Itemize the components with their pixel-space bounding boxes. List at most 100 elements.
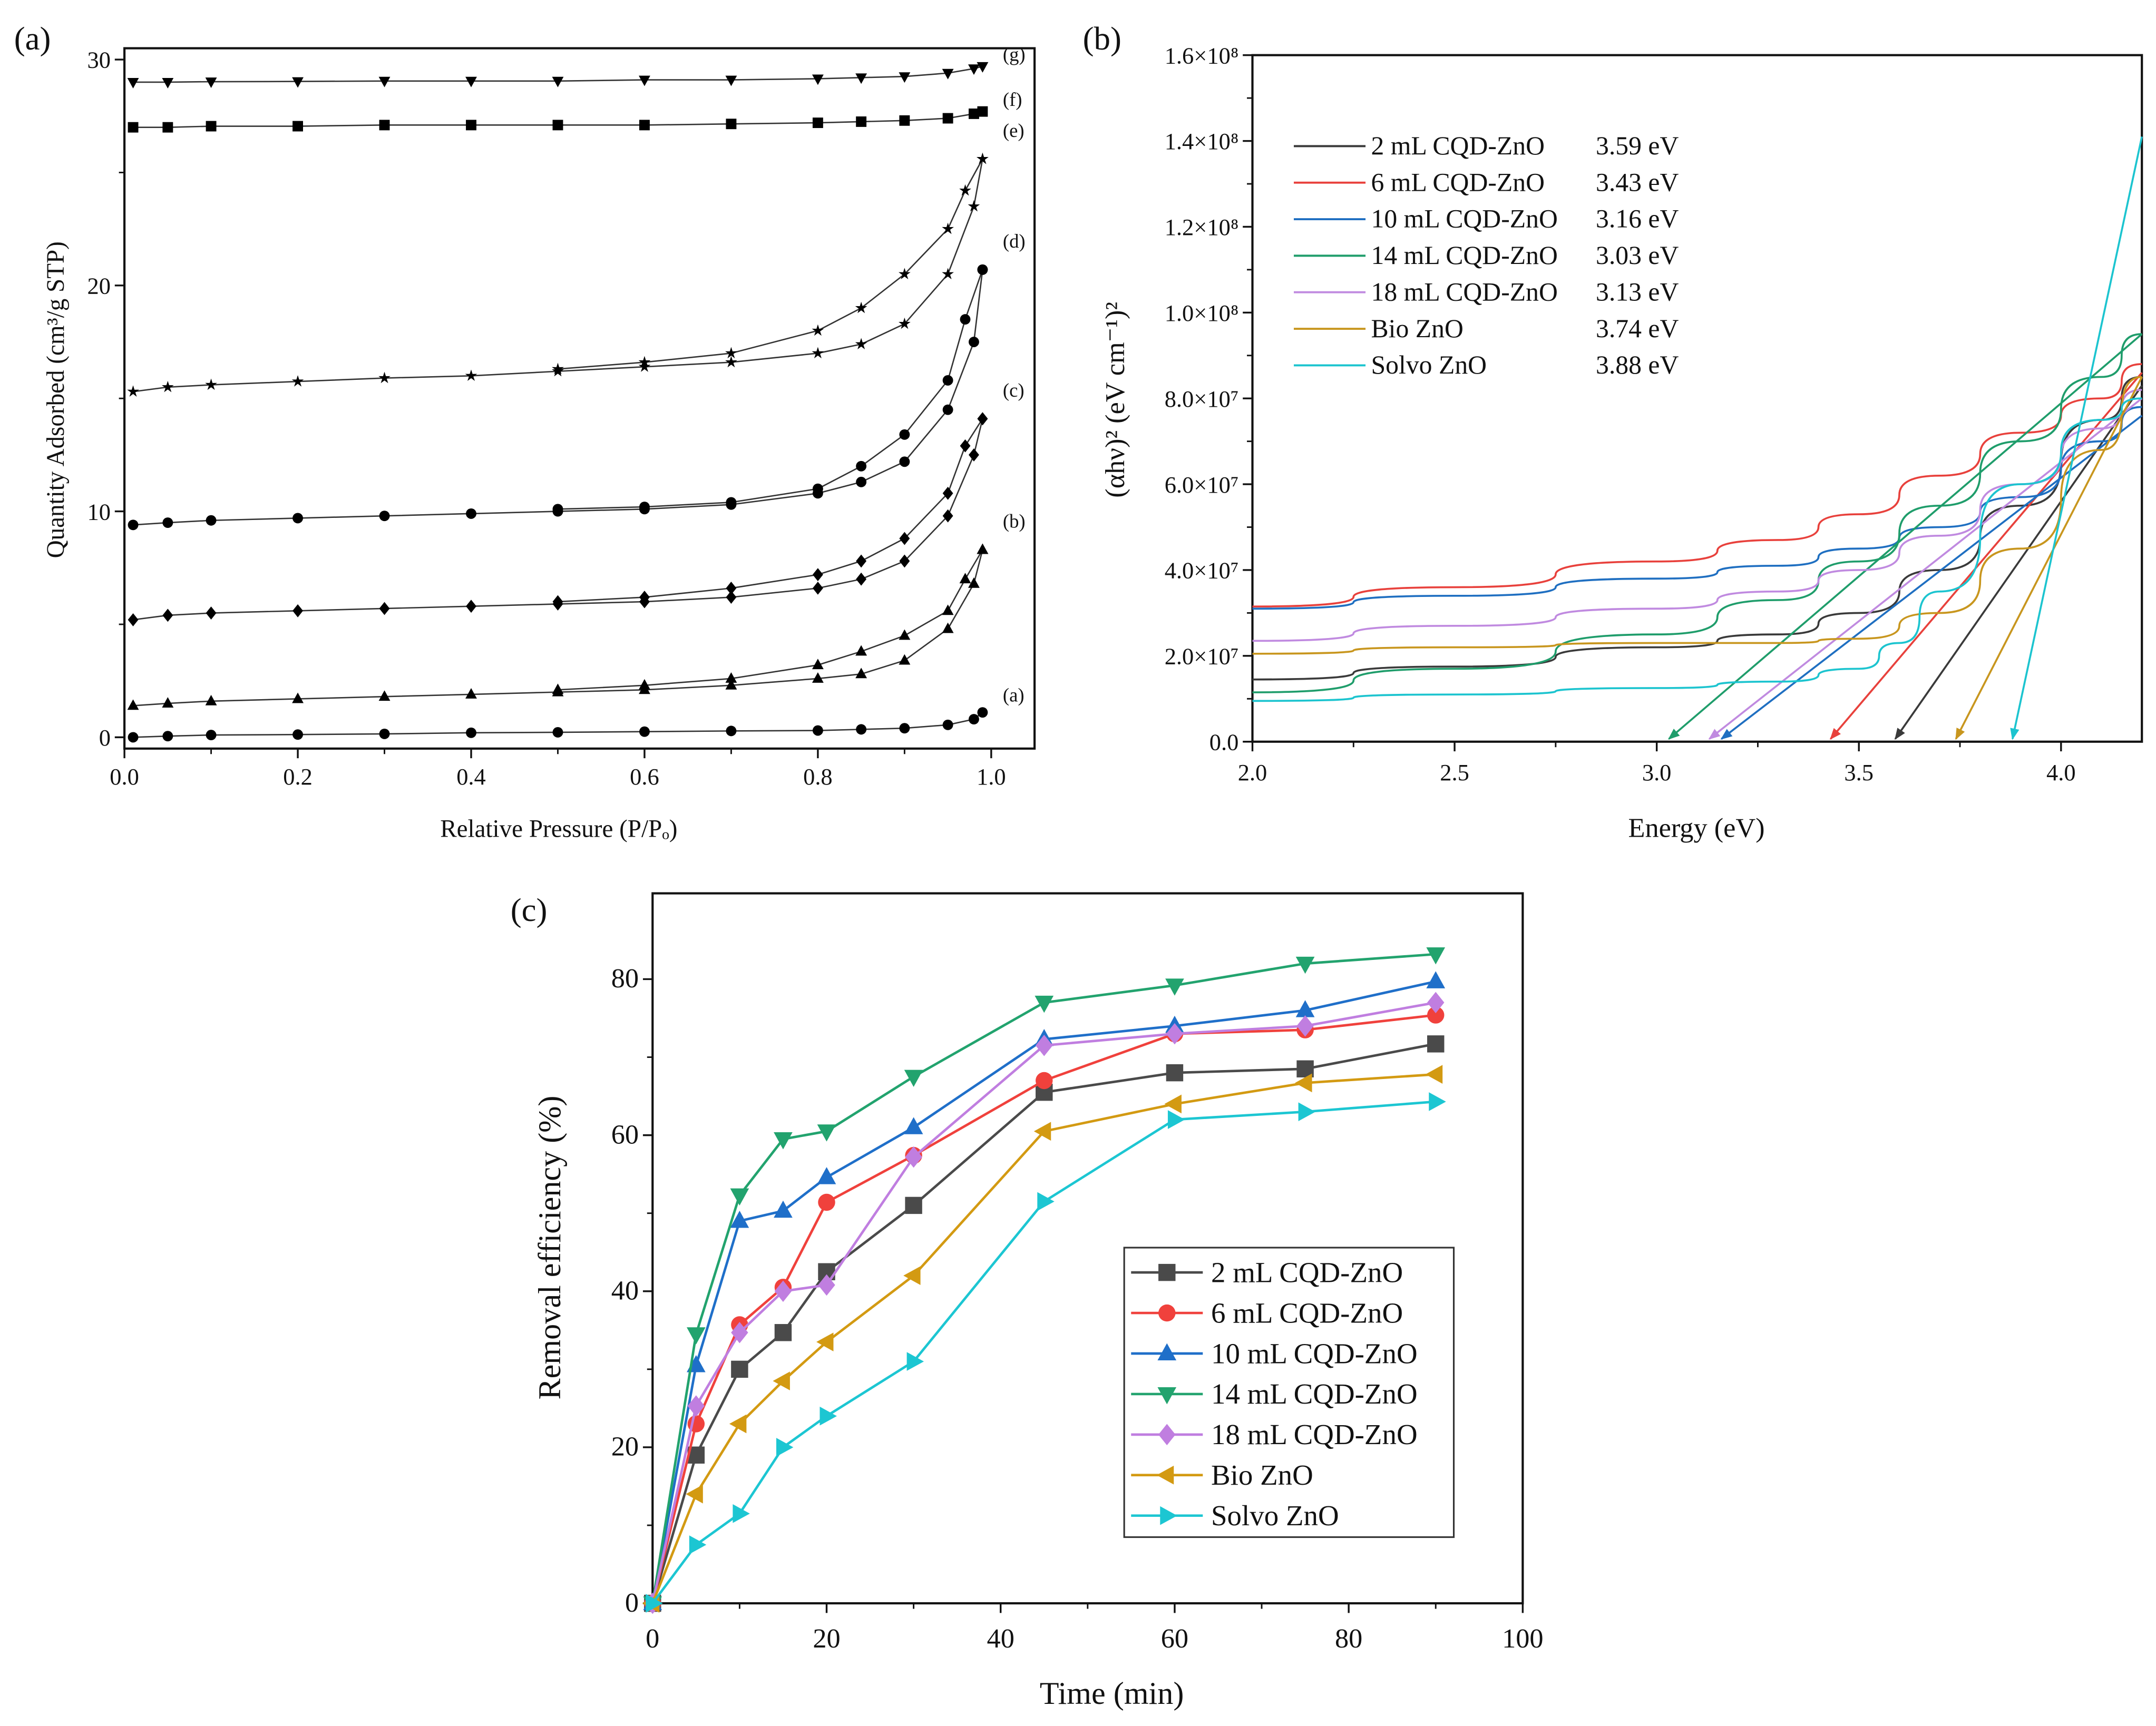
series-line	[651, 1014, 1436, 1604]
series-5: Bio ZnO 3.74 eV	[1252, 314, 2143, 740]
data-point	[686, 1327, 706, 1345]
data-point	[774, 1132, 793, 1150]
series-label: (b)	[1003, 511, 1026, 532]
data-point	[1035, 995, 1054, 1013]
data-point	[466, 508, 476, 519]
data-point	[466, 120, 476, 131]
data-point	[205, 77, 217, 88]
data-point	[903, 1266, 921, 1286]
bandgap-tangent-arrow	[1955, 376, 2143, 740]
series-line	[651, 980, 1436, 1604]
data-point	[856, 724, 867, 735]
data-point	[292, 729, 304, 740]
data-point	[726, 581, 737, 595]
bandgap-tangent-arrow	[1667, 333, 2143, 740]
legend-label: 18 mL CQD-ZnO	[1211, 1418, 1418, 1450]
x-tick-label: 2.0	[1238, 759, 1267, 786]
legend-bandgap: 3.74 eV	[1596, 314, 1679, 343]
data-point	[899, 723, 910, 734]
data-point	[726, 725, 737, 737]
series-2: 10 mL CQD-ZnO 3.16 eV	[1252, 204, 2143, 740]
chart-a-isotherms: 0.0 0.2 0.4 0.6 0.8 1.0 0 10 20 30 (a) (b) (c) (d) (e)…	[87, 43, 1036, 790]
data-point	[959, 573, 971, 584]
data-point	[1164, 1094, 1182, 1114]
series-b: (b)	[127, 511, 1026, 710]
data-point	[818, 1193, 835, 1211]
data-point	[812, 324, 824, 336]
legend-label: Solvo ZnO	[1371, 350, 1487, 379]
data-point	[968, 64, 980, 75]
data-point	[960, 439, 971, 453]
data-point	[1427, 992, 1445, 1014]
data-point	[899, 429, 910, 440]
data-point	[977, 152, 989, 164]
data-point	[128, 519, 139, 531]
data-point	[977, 412, 988, 426]
data-point	[855, 73, 867, 84]
data-point	[162, 731, 173, 742]
chart-c-ylabel: Removal efficiency (%)	[532, 1096, 568, 1400]
series-a: (a)	[128, 684, 1025, 743]
legend-label: 10 mL CQD-ZnO	[1371, 204, 1558, 233]
data-point	[1427, 1035, 1445, 1053]
data-point	[942, 113, 953, 124]
data-point	[855, 338, 867, 349]
data-point	[162, 77, 174, 89]
data-point	[378, 690, 391, 701]
series-line	[651, 1043, 1436, 1604]
y-tick-label: 4.0×10⁷	[1165, 557, 1239, 584]
legend-label: Bio ZnO	[1371, 314, 1464, 343]
data-point	[942, 68, 954, 80]
data-point	[292, 77, 304, 88]
x-tick-label: 60	[1161, 1623, 1188, 1654]
data-point	[725, 356, 737, 368]
data-point	[465, 76, 477, 87]
legend-label: 6 mL CQD-ZnO	[1211, 1297, 1403, 1329]
data-point	[379, 602, 390, 615]
series-g: (g)	[127, 43, 1026, 89]
bandgap-tangent-arrow	[1720, 415, 2143, 740]
series-c: (c)	[128, 379, 1025, 626]
panel-label-a: (a)	[14, 20, 51, 57]
data-point	[292, 692, 304, 703]
chart-b-ylabel: (αhν)² (eV cm⁻¹)²	[1100, 302, 1130, 498]
absorption-curve	[1252, 376, 2142, 655]
data-point	[968, 577, 980, 588]
data-point	[731, 1360, 748, 1378]
chart-b-tauc-plot: 2.0 2.5 3.0 3.5 4.0 0.0 2.0×10⁷ 4.0×10⁷ 6.0×10⁷ 8…	[1165, 42, 2143, 786]
legend-bandgap: 3.16 eV	[1596, 204, 1679, 233]
data-point	[899, 268, 911, 280]
data-point	[292, 513, 304, 524]
y-tick-label: 80	[611, 963, 639, 994]
series-f: (f)	[128, 89, 1022, 133]
data-point	[730, 1211, 749, 1228]
data-point	[942, 375, 953, 386]
x-tick-label: 0.8	[803, 763, 833, 790]
data-point	[162, 609, 173, 622]
data-point	[812, 74, 824, 85]
data-point	[162, 122, 173, 133]
bandgap-tangent-arrow	[1830, 372, 2143, 740]
data-point	[725, 679, 737, 690]
data-point	[942, 509, 953, 523]
data-point	[855, 645, 867, 656]
data-point	[731, 1321, 748, 1343]
data-point	[942, 404, 953, 415]
data-point	[726, 499, 737, 510]
series-3	[643, 947, 1446, 1614]
legend-box	[1123, 1247, 1455, 1538]
data-point	[968, 200, 980, 212]
x-tick-label: 0.2	[283, 763, 313, 790]
chart-b-xlabel: Energy (eV)	[1628, 812, 1764, 843]
data-point	[1167, 1110, 1185, 1129]
legend-label: 10 mL CQD-ZnO	[1211, 1337, 1418, 1369]
data-point	[378, 371, 391, 384]
data-point	[1037, 1192, 1055, 1211]
y-tick-label: 20	[87, 273, 110, 299]
series-label: (d)	[1003, 230, 1026, 252]
data-point	[812, 672, 824, 683]
data-point	[1296, 1015, 1314, 1037]
data-point	[899, 72, 911, 83]
legend-marker	[1157, 1343, 1177, 1360]
series-d: (d)	[128, 230, 1026, 531]
